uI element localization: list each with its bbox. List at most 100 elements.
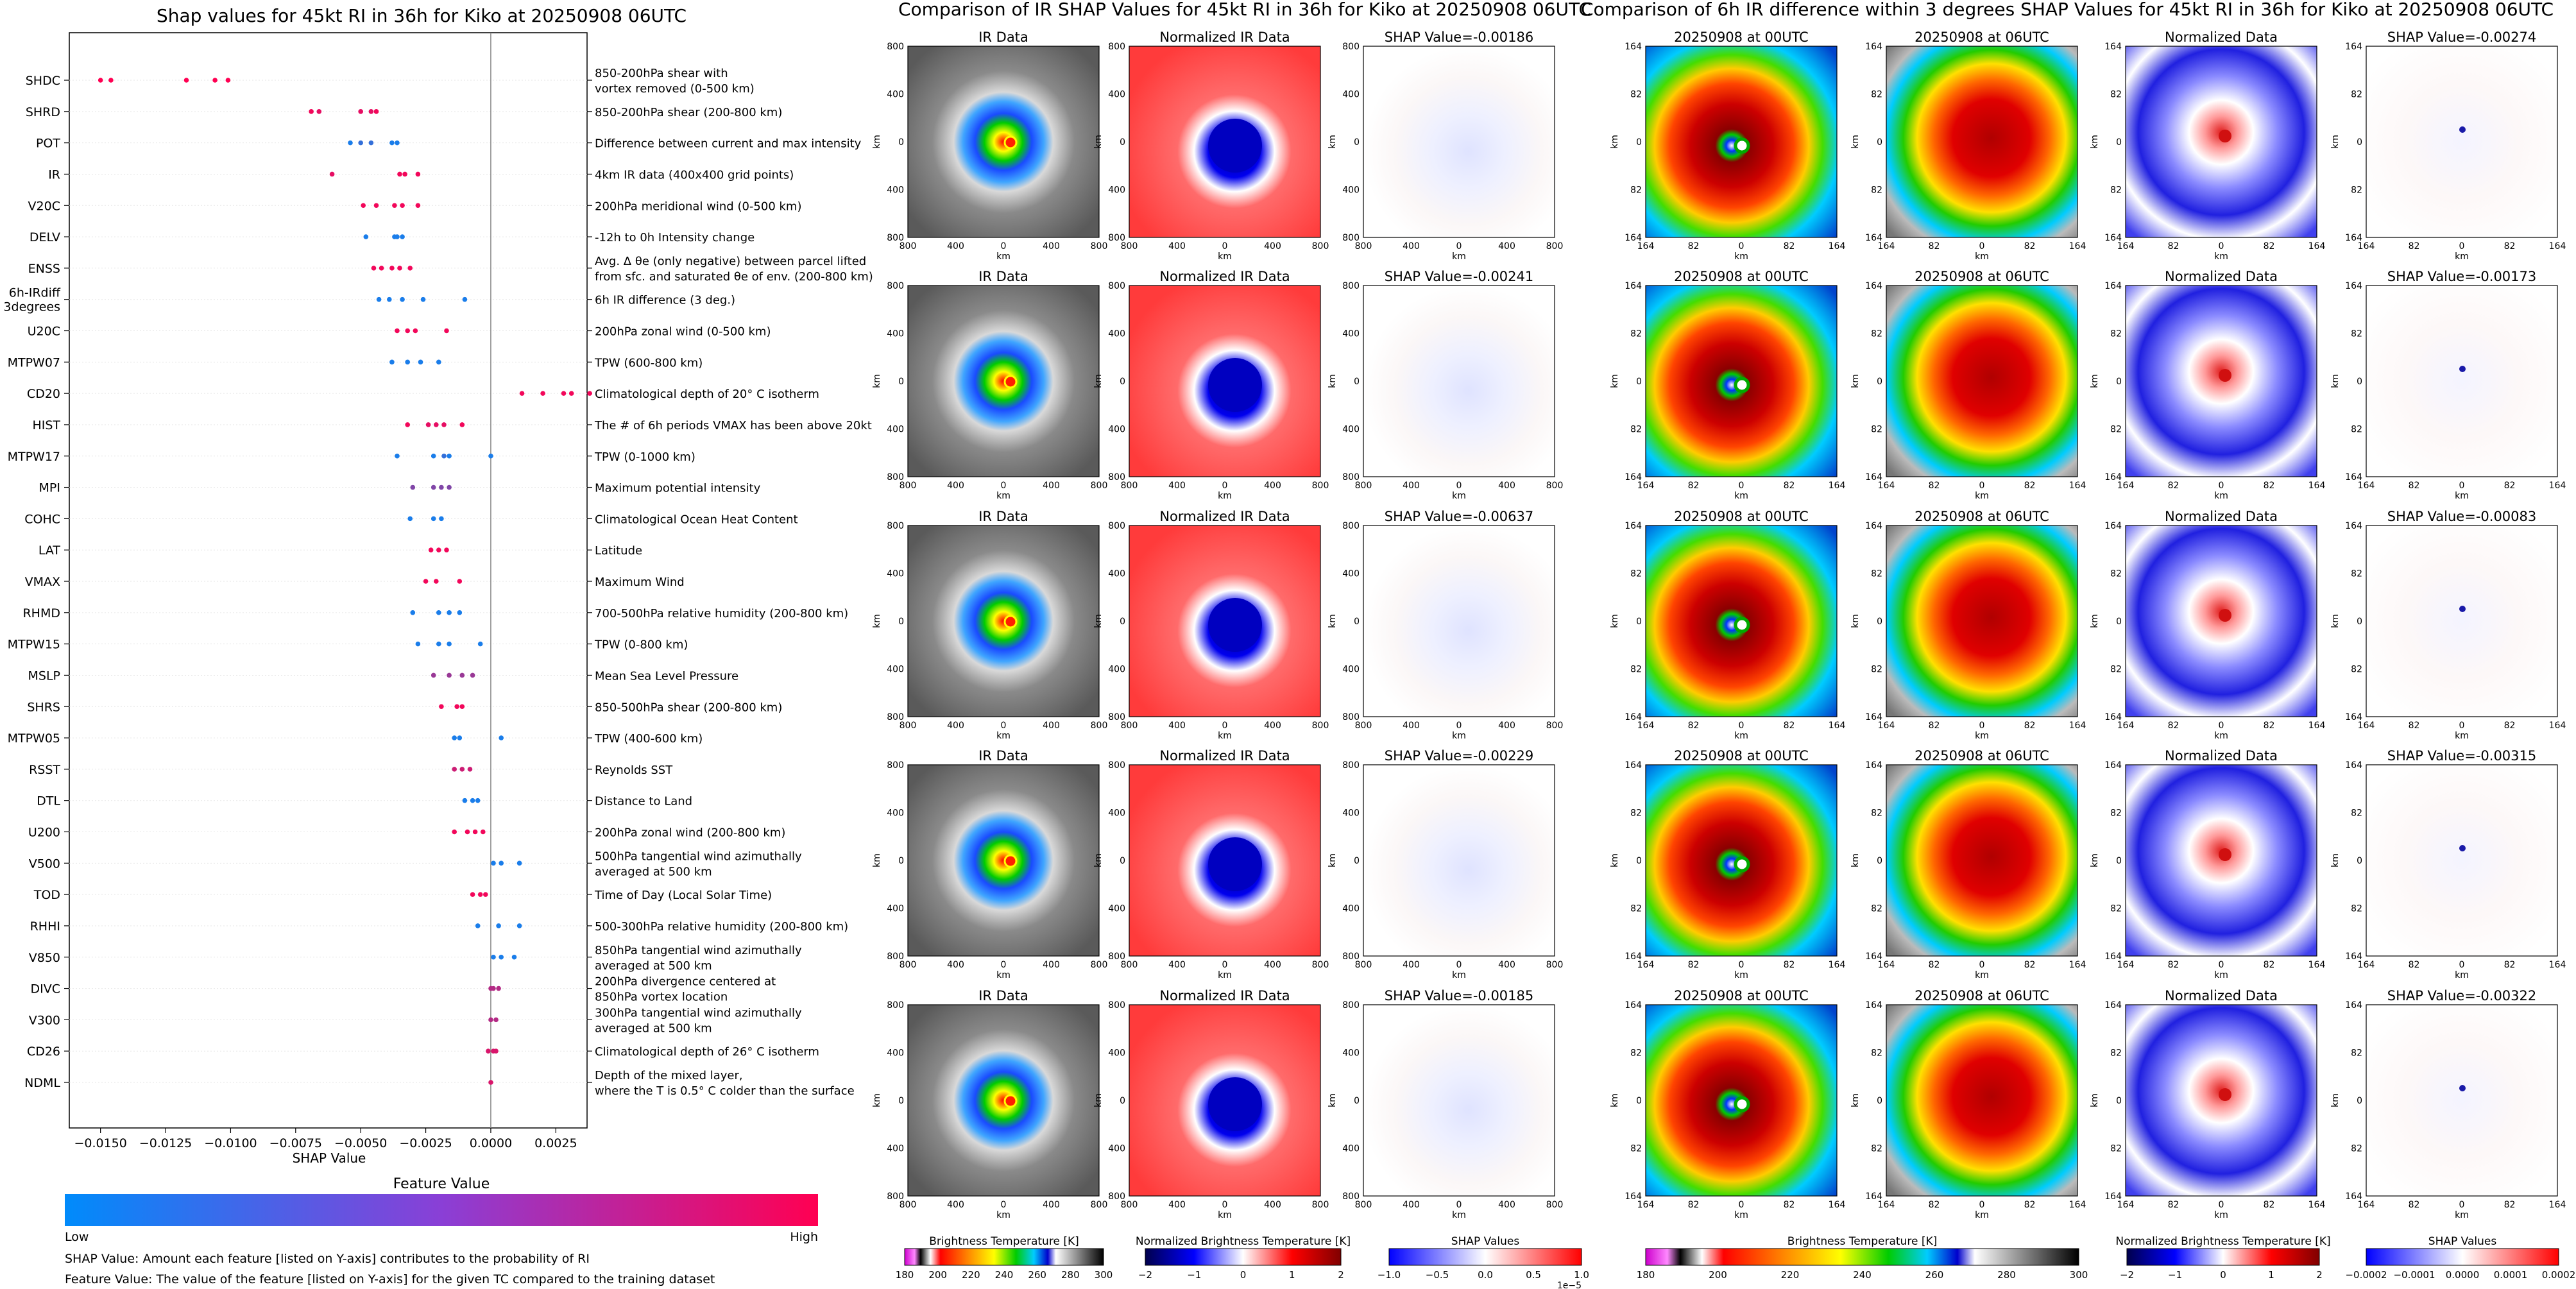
panel-x-tick-label: 82 bbox=[2264, 960, 2275, 970]
panel-x-axis-label: km bbox=[2214, 1210, 2228, 1220]
shap-point bbox=[587, 391, 592, 396]
panel-x-axis-label: km bbox=[2214, 491, 2228, 501]
storm-eye bbox=[1003, 854, 1018, 868]
shap-point bbox=[447, 484, 452, 490]
shap-point bbox=[368, 109, 374, 114]
panel-x-axis-label: km bbox=[1975, 1210, 1989, 1220]
shap-point bbox=[212, 78, 218, 83]
panel-y-axis-label: km bbox=[1327, 853, 1338, 867]
panel-normalized-ir: Normalized IR Data8008004004000040040080… bbox=[1093, 748, 1329, 980]
colorbar-tick-label: 2 bbox=[2316, 1269, 2323, 1281]
panel-y-axis-label: km bbox=[2090, 614, 2100, 628]
shap-point bbox=[392, 203, 397, 209]
shap-feature-description: 850-200hPa shear with bbox=[595, 67, 728, 80]
panel-x-tick-label: 164 bbox=[1637, 721, 1655, 731]
diff-maximum bbox=[2219, 1088, 2231, 1101]
colorbar-shap_diff: SHAP Values −0.0002 −0.0001 0.0000 0.0001 0.0… bbox=[2345, 1235, 2575, 1281]
shap-point bbox=[395, 140, 400, 146]
panel-image bbox=[1363, 286, 1555, 477]
colorbar-label: SHAP Values bbox=[2428, 1235, 2497, 1248]
panel-image bbox=[908, 46, 1099, 237]
colorbar-offset-label: 1e−5 bbox=[1557, 1281, 1582, 1289]
panel-ir-06utc: 20250908 at 06UTC1641648282008282164164k… bbox=[1850, 30, 2086, 262]
panel-x-tick-label: 164 bbox=[1878, 481, 1895, 491]
panel-y-tick-label: 0 bbox=[1636, 1096, 1642, 1106]
panel-x-tick-label: 800 bbox=[1121, 1200, 1138, 1210]
colorbar-tick-label: 0.0001 bbox=[2494, 1269, 2528, 1281]
panel-x-axis-label: km bbox=[1218, 252, 1232, 262]
panel-y-axis-label: km bbox=[1850, 374, 1861, 388]
colorbar-tick-label: 1.0 bbox=[1574, 1269, 1589, 1281]
panel-y-axis-label: km bbox=[1093, 135, 1104, 149]
panel-y-axis-label: km bbox=[2090, 374, 2100, 388]
shap-point bbox=[400, 234, 405, 239]
panel-y-tick-label: 164 bbox=[2104, 1000, 2122, 1011]
panel-frame bbox=[1886, 764, 2078, 957]
shap-point bbox=[483, 892, 488, 897]
panel-x-tick-label: 82 bbox=[1929, 481, 1940, 491]
panel-x-axis-label: km bbox=[1734, 1210, 1748, 1220]
panel-y-axis-label: km bbox=[872, 853, 882, 867]
shap-feature-description: 200hPa zonal wind (0-500 km) bbox=[595, 325, 771, 339]
panel-x-axis-label: km bbox=[2455, 252, 2469, 262]
panel-image bbox=[1886, 286, 2077, 477]
colorbar-tick-label: −0.5 bbox=[1426, 1269, 1449, 1281]
panel-x-tick-label: 0 bbox=[1001, 721, 1007, 731]
shap-point bbox=[475, 923, 481, 928]
panel-image bbox=[908, 286, 1099, 477]
panel-x-tick-label: 164 bbox=[1878, 1200, 1895, 1210]
panel-y-tick-label: 164 bbox=[2345, 712, 2362, 722]
panel-y-tick-label: 82 bbox=[2110, 329, 2122, 339]
shap-feature-description: Reynolds SST bbox=[595, 764, 673, 777]
panel-x-tick-label: 800 bbox=[900, 481, 917, 491]
panel-y-tick-label: 0 bbox=[1120, 617, 1125, 627]
panel-y-tick-label: 0 bbox=[1636, 137, 1642, 148]
panel-x-tick-label: 164 bbox=[2069, 241, 2086, 252]
panel-y-tick-label: 800 bbox=[1108, 1191, 1125, 1202]
shap-feature-name: IR bbox=[48, 167, 60, 182]
colorbar-tick-label: 280 bbox=[1061, 1269, 1080, 1281]
panel-title: Normalized IR Data bbox=[1159, 30, 1290, 45]
panel-y-axis-label: km bbox=[1610, 135, 1620, 149]
panel-image bbox=[2126, 765, 2317, 956]
panel-y-tick-label: 82 bbox=[1871, 185, 1882, 196]
shap-point bbox=[457, 579, 463, 584]
panel-y-tick-label: 82 bbox=[2351, 665, 2362, 675]
panel-shap-diff: SHAP Value=-0.00274164164828200828216416… bbox=[2330, 30, 2566, 262]
panel-title: 20250908 at 00UTC bbox=[1674, 988, 1809, 1003]
panel-y-tick-label: 82 bbox=[1871, 808, 1882, 819]
panel-y-tick-label: 0 bbox=[2357, 1096, 2362, 1106]
panel-y-tick-label: 0 bbox=[2116, 137, 2122, 148]
shap-point bbox=[459, 767, 465, 772]
shap-feature-description: Maximum potential intensity bbox=[595, 482, 761, 495]
panel-x-axis-label: km bbox=[996, 970, 1011, 980]
panel-x-tick-label: 82 bbox=[2504, 721, 2516, 731]
shap-feature-description: 200hPa meridional wind (0-500 km) bbox=[595, 200, 801, 213]
panel-y-tick-label: 400 bbox=[1108, 185, 1125, 196]
panel-normalized-diff: Normalized Data1641648282008282164164kmk… bbox=[2090, 509, 2325, 741]
shap-point bbox=[441, 453, 447, 459]
panel-y-tick-label: 82 bbox=[2351, 904, 2362, 914]
panel-title: Normalized Data bbox=[2165, 988, 2278, 1003]
shap-feature-description: 200hPa zonal wind (200-800 km) bbox=[595, 826, 785, 840]
panel-y-tick-label: 82 bbox=[1630, 425, 1642, 435]
panel-x-tick-label: 800 bbox=[1091, 721, 1108, 731]
shap-point bbox=[415, 641, 421, 647]
shap-feature-name: MTPW07 bbox=[8, 355, 60, 370]
panel-frame bbox=[1363, 46, 1555, 238]
panel-image bbox=[1886, 765, 2077, 956]
panel-x-tick-label: 82 bbox=[2024, 960, 2036, 970]
panel-y-tick-label: 800 bbox=[1342, 1191, 1360, 1202]
colorbar-tick-label: 0.0 bbox=[1478, 1269, 1493, 1281]
storm-eye bbox=[1003, 135, 1018, 149]
storm-eye bbox=[1734, 617, 1750, 633]
panel-y-tick-label: 164 bbox=[1625, 712, 1642, 722]
panel-x-axis-label: km bbox=[1218, 731, 1232, 741]
panel-y-tick-label: 164 bbox=[1625, 42, 1642, 52]
panel-x-tick-label: 164 bbox=[2358, 1200, 2375, 1210]
panel-x-tick-label: 400 bbox=[1043, 721, 1060, 731]
panel-x-tick-label: 82 bbox=[2504, 481, 2516, 491]
panel-x-axis-label: km bbox=[1975, 731, 1989, 741]
panel-x-tick-label: 0 bbox=[1739, 721, 1744, 731]
panel-y-axis-label: km bbox=[2090, 1093, 2100, 1107]
